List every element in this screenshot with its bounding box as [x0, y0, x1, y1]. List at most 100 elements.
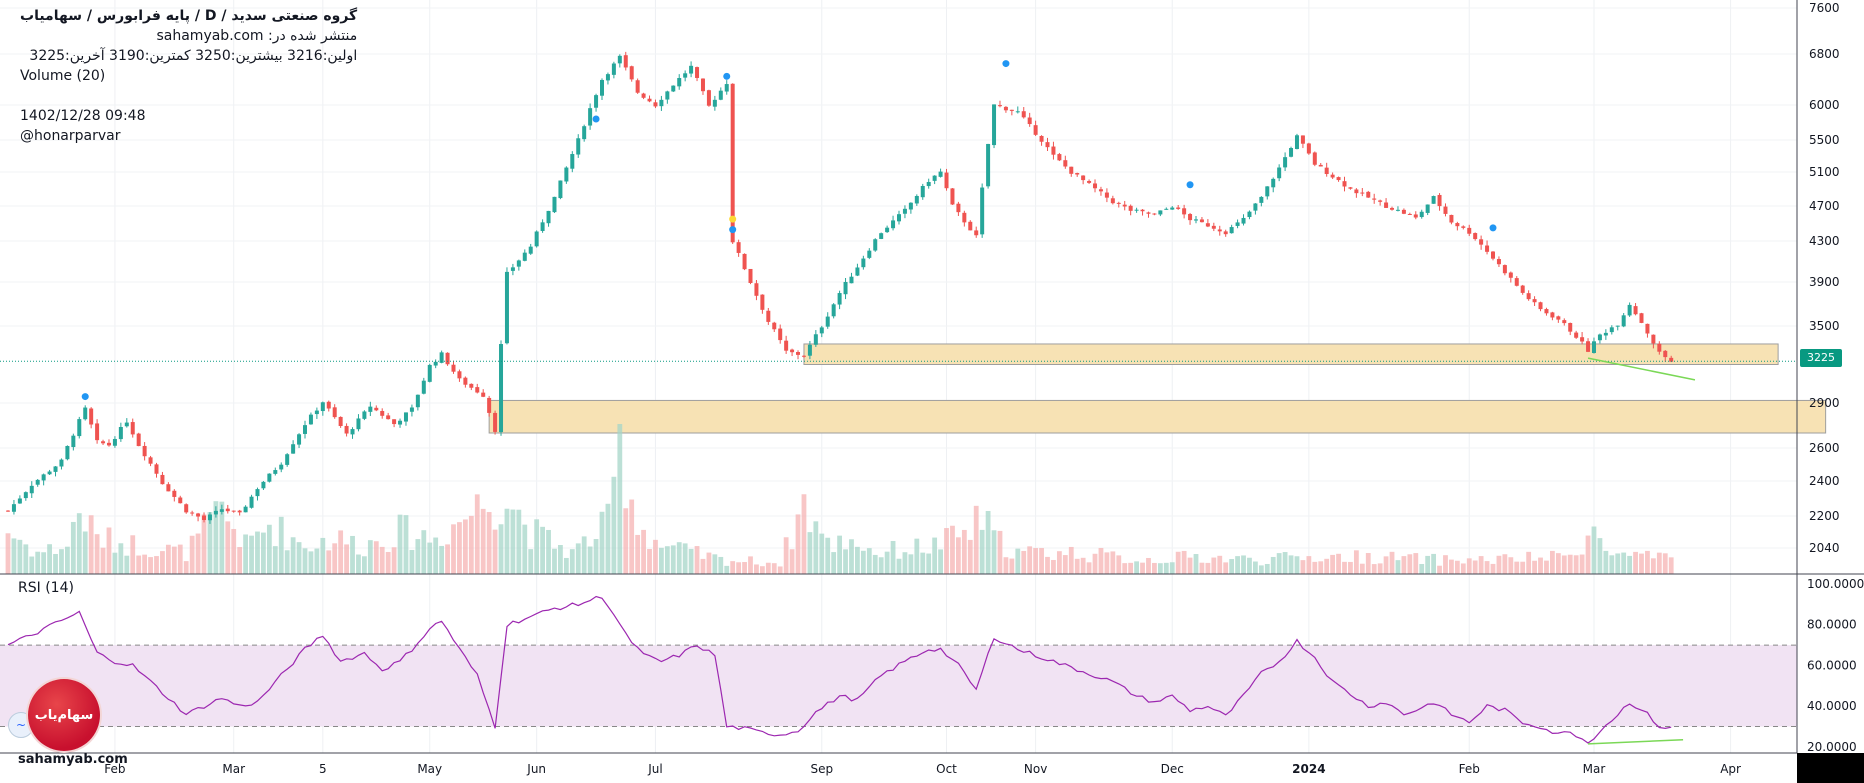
- candle-body: [623, 55, 628, 68]
- signal-dot: [723, 72, 731, 80]
- candle-body: [885, 227, 890, 233]
- volume-bar: [605, 503, 611, 574]
- candle-body: [558, 180, 563, 199]
- volume-bar: [1383, 556, 1389, 574]
- candle-body: [148, 457, 153, 464]
- candle-body: [1300, 135, 1305, 144]
- volume-bar: [777, 566, 783, 574]
- candle-body: [1633, 306, 1638, 315]
- volume-bar: [1205, 562, 1211, 574]
- candle-body: [1152, 213, 1157, 215]
- volume-bar: [1080, 557, 1086, 574]
- volume-bar: [284, 550, 290, 574]
- volume-bar: [1449, 559, 1454, 574]
- volume-bar: [801, 494, 807, 574]
- candle-body: [1098, 189, 1103, 192]
- candle-body: [1312, 152, 1317, 165]
- volume-bar: [985, 510, 991, 574]
- volume-bar: [278, 516, 284, 574]
- candle-body: [1253, 203, 1258, 211]
- candle-body: [261, 481, 266, 489]
- candle-body: [801, 355, 806, 357]
- volume-bar: [1068, 546, 1074, 574]
- volume-bar: [1496, 555, 1502, 574]
- candle-body: [641, 93, 646, 98]
- volume-bar: [611, 476, 617, 574]
- volume-bar: [1615, 553, 1621, 574]
- signal-dots: [81, 60, 1497, 401]
- candle-body: [677, 78, 682, 87]
- candle-body: [1532, 299, 1537, 303]
- candle-body: [920, 185, 925, 198]
- volume-bar: [17, 539, 23, 574]
- candle-body: [528, 246, 533, 254]
- candle-body: [308, 414, 313, 425]
- candle-body: [130, 422, 135, 435]
- candle-body: [1330, 174, 1335, 178]
- candle-body: [59, 459, 64, 467]
- volume-bar: [106, 527, 112, 574]
- candle-body: [1360, 192, 1365, 194]
- volume-bar: [694, 546, 700, 574]
- candle-body: [112, 438, 117, 446]
- candle-body: [938, 171, 943, 177]
- volume-bar: [1264, 563, 1270, 574]
- volume-bar: [142, 554, 148, 574]
- candle-body: [1324, 167, 1329, 175]
- candle-body: [1104, 192, 1109, 198]
- volume-bar: [855, 546, 860, 574]
- candle-body: [202, 515, 207, 521]
- candle-body: [1437, 194, 1442, 207]
- candle-body: [1372, 198, 1377, 200]
- volume-bar: [641, 529, 646, 574]
- candle-body: [796, 352, 801, 355]
- candle-body: [1431, 196, 1436, 204]
- candle-body: [237, 510, 242, 513]
- volume-bar: [1662, 553, 1668, 574]
- candle-body: [689, 65, 694, 74]
- candle-body: [944, 172, 949, 189]
- volume-bar: [53, 553, 58, 574]
- candle-body: [1164, 208, 1169, 210]
- volume-bar: [82, 531, 88, 574]
- published-on: منتشر شده در: sahamyab.com: [156, 28, 358, 44]
- candle-body: [1110, 198, 1115, 204]
- candle-body: [855, 267, 860, 276]
- candle-body: [207, 514, 212, 521]
- candle-body: [1259, 196, 1264, 203]
- candle-body: [974, 230, 979, 236]
- y-tick-label: 2900: [1809, 396, 1840, 410]
- candle-body: [736, 242, 741, 253]
- candle-body: [1087, 180, 1092, 183]
- x-tick-label: Feb: [1459, 762, 1480, 776]
- volume-bar: [338, 530, 344, 574]
- y-tick-label: 3900: [1809, 275, 1840, 289]
- volume-bar: [356, 554, 361, 574]
- candle-body: [992, 104, 997, 146]
- candle-body: [1069, 166, 1074, 174]
- candle-body: [213, 510, 218, 515]
- volume-bar: [332, 543, 338, 574]
- volume-bar: [1033, 548, 1039, 574]
- volume-bar: [908, 554, 914, 574]
- candle-body: [475, 387, 480, 393]
- volume-bar: [973, 505, 979, 574]
- volume-bar: [1627, 555, 1633, 574]
- volume-bar: [534, 519, 540, 574]
- volume-bar: [1318, 561, 1324, 574]
- candle-body: [594, 95, 599, 108]
- candle-body: [1467, 227, 1472, 234]
- candle-body: [1051, 146, 1056, 155]
- volume-bar: [261, 532, 266, 574]
- y-tick-label: 4700: [1809, 199, 1840, 213]
- candle-body: [582, 126, 587, 140]
- volume-bar: [730, 561, 736, 574]
- candle-body: [1407, 213, 1412, 215]
- volume-bar: [1454, 560, 1460, 574]
- volume-bar: [1579, 554, 1585, 574]
- candle-body: [831, 304, 836, 317]
- volume-bar: [1039, 548, 1044, 574]
